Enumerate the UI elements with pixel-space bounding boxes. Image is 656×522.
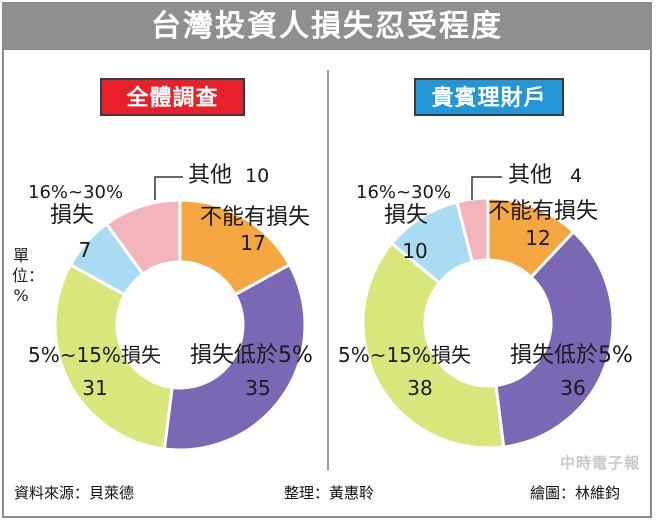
chart1-slice-label-4: 其他 — [508, 163, 552, 188]
chart0-leader-line-4 — [154, 176, 183, 200]
source-note: 資料來源：貝萊德 — [14, 484, 135, 502]
chart-title-all-survey: 全體調查 — [100, 78, 245, 116]
chart1-slice-value-3: 10 — [402, 239, 427, 263]
chart0-slice-value-1: 35 — [245, 376, 270, 400]
chart1-slice-value-1: 36 — [560, 376, 585, 400]
page-title: 台灣投資人損失忍受程度 — [4, 4, 650, 50]
chart0-slice-label-1: 損失低於5% — [190, 343, 313, 368]
chart1-slice-label-3: 16%~30% — [356, 182, 451, 203]
chart0-slice-label-0: 不能有損失 — [200, 205, 310, 230]
chart0-slice-2 — [53, 262, 174, 451]
chart1-leader-line-4 — [471, 176, 502, 200]
watermark-logo: 中時電子報 — [560, 454, 641, 472]
chart0-slice-label-2: 5%~15%損失 — [28, 343, 161, 367]
chart0-slice-label-3: 16%~30% — [28, 182, 123, 203]
chart1-slice-value-0: 12 — [525, 226, 550, 250]
chart0-slice-value-2: 31 — [82, 376, 107, 400]
chart1-slice-4 — [455, 196, 490, 264]
chart0-slice-4 — [104, 198, 182, 277]
editor-note: 整理：黃惠聆 — [284, 484, 375, 502]
chart1-slice-value-4: 4 — [570, 165, 582, 187]
chart0-slice-label-4: 其他 — [188, 163, 232, 188]
panel-divider — [327, 70, 329, 470]
chart0-slice-value-4: 10 — [245, 165, 269, 187]
chart0-slice-label-3-line2: 損失 — [50, 203, 94, 228]
chart1-slice-value-2: 38 — [407, 376, 432, 400]
chart1-slice-label-1: 損失低於5% — [510, 343, 633, 368]
chart0-slice-1 — [162, 262, 307, 452]
chart1-slice-label-3-line2: 損失 — [384, 203, 428, 228]
chart-title-vip-clients: 貴賓理財戶 — [414, 78, 564, 116]
artist-note: 繪圖：林維鈞 — [530, 484, 621, 502]
chart1-slice-1 — [494, 229, 615, 449]
chart1-slice-label-2: 5%~15%損失 — [338, 343, 471, 367]
chart0-slice-value-0: 17 — [240, 231, 265, 255]
chart0-slice-value-3: 7 — [79, 238, 92, 262]
chart1-slice-2 — [361, 241, 506, 450]
chart1-slice-label-0: 不能有損失 — [488, 199, 598, 224]
